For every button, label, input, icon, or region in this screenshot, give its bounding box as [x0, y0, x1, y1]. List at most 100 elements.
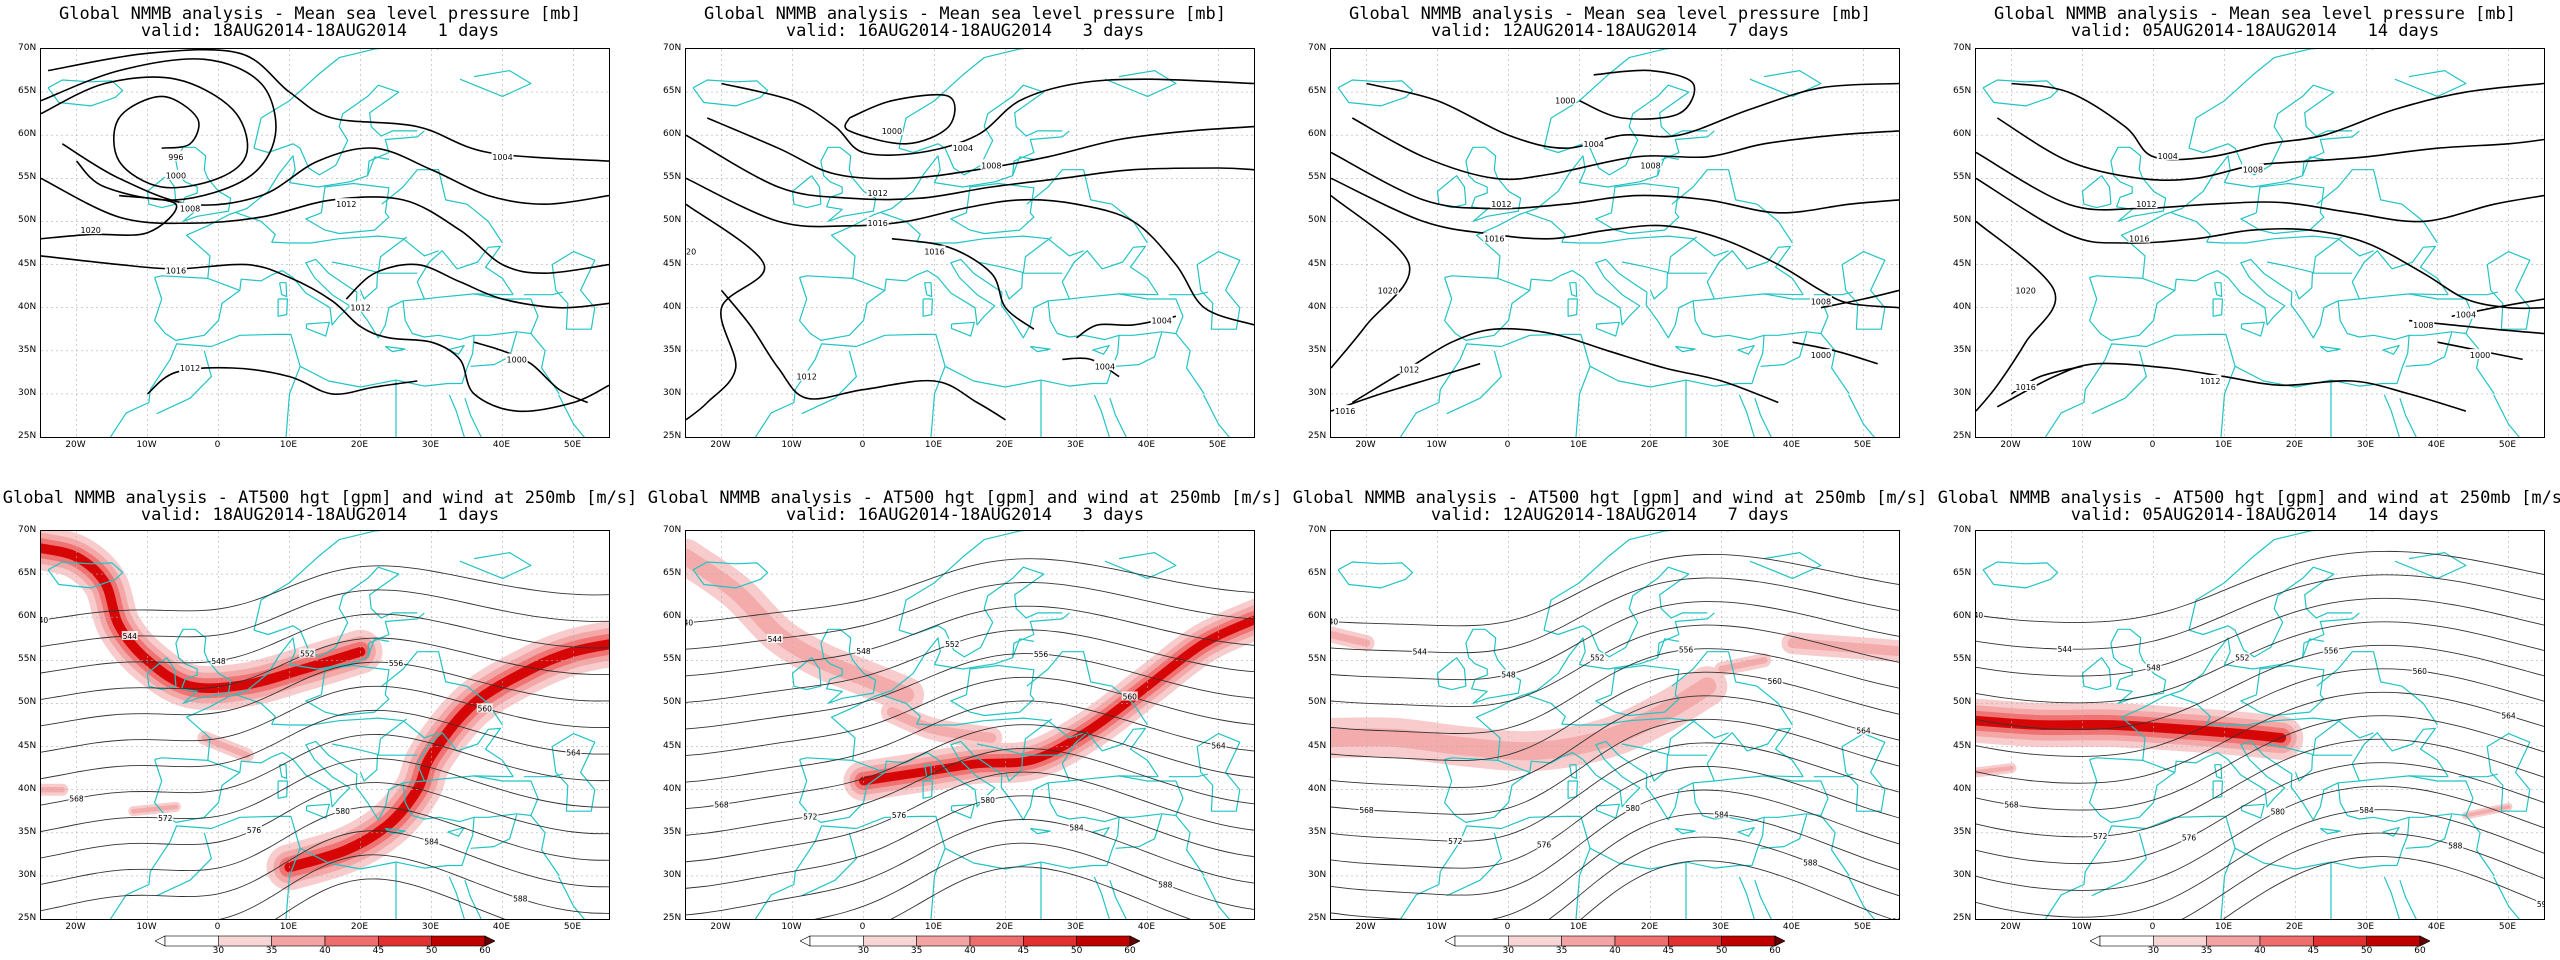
longitude-label: 50E	[2498, 922, 2517, 932]
coastline	[384, 827, 406, 835]
isobar	[1366, 82, 1899, 150]
coastline	[558, 876, 586, 919]
height-label: 572	[803, 812, 818, 821]
latitude-label: 55N	[663, 172, 682, 183]
isobar-label-bg	[179, 202, 202, 213]
height-label-bg	[423, 836, 440, 846]
map-canvas: 1004 1008 1012 1016 1020 1012 1016 1008 1000 1004	[1976, 49, 2544, 437]
coastline	[1848, 394, 1876, 437]
panel-title-line1: Global NMMB analysis - Mean sea level pr…	[704, 4, 1226, 24]
longitude-label: 10W	[1426, 440, 1447, 450]
latitude-label: 35N	[1953, 344, 1972, 355]
height-contour	[1580, 860, 1893, 919]
coastline	[1667, 236, 1708, 274]
height-label: 540	[1331, 617, 1338, 626]
latitude-label: 25N	[1953, 913, 1972, 923]
longitude-label: 50E	[563, 922, 582, 932]
longitude-label: 40E	[1137, 922, 1156, 932]
latitude-label: 65N	[1953, 568, 1972, 579]
height-wind-panel-3: Global NMMB analysis - AT500 hgt [gpm] a…	[1290, 482, 1930, 960]
isobar-label: 1008	[981, 161, 1001, 170]
coastline	[1595, 321, 1620, 337]
longitude-label: 0	[214, 440, 221, 450]
latitude-label: 30N	[1308, 869, 1327, 880]
colorbar-label: 40	[1609, 946, 1621, 956]
height-label: 568	[714, 801, 729, 810]
coastline	[884, 740, 1159, 821]
colorbar-low-arrow	[2089, 935, 2101, 947]
latitude-label: 50N	[18, 697, 37, 708]
wind-colorbar: 30 35 40 45 50 60	[1444, 934, 1786, 958]
latitude-label: 40N	[18, 301, 37, 312]
height-contour	[686, 558, 1254, 624]
coastline	[930, 848, 946, 919]
height-label-bg	[1157, 879, 1174, 889]
height-label-bg	[2234, 652, 2251, 662]
longitude-label: 10W	[2071, 922, 2092, 932]
isobar-label: 1020	[81, 226, 101, 235]
colorbar-label: 60	[2414, 946, 2426, 956]
longitude-label: 30E	[421, 922, 440, 932]
longitude-label: 40E	[2427, 440, 2446, 450]
coastline	[2044, 782, 2410, 919]
coastline	[2220, 848, 2236, 919]
coastline	[1674, 345, 1696, 353]
height-contour	[890, 866, 1191, 919]
height-label: 564	[1211, 742, 1226, 751]
coastline	[1465, 146, 1522, 222]
coastline	[253, 84, 418, 176]
colorbar-segment	[863, 935, 917, 947]
height-label-bg	[766, 633, 783, 643]
height-contour	[1331, 601, 1899, 681]
latitude-label: 30N	[1953, 869, 1972, 880]
isobar-label-bg	[2241, 163, 2264, 174]
height-contour	[1976, 809, 2544, 918]
height-label: 588	[1158, 880, 1173, 889]
isobar-label-bg	[1483, 232, 1506, 243]
latitude-label: 65N	[1308, 86, 1327, 97]
latitude-label: 65N	[1308, 568, 1327, 579]
coastline	[381, 169, 504, 244]
coastline	[470, 332, 518, 367]
longitude-label: 20E	[350, 440, 369, 450]
latitude-label: 50N	[18, 215, 37, 226]
colorbar-label: 45	[1662, 946, 1675, 956]
mslp-panel-1: Global NMMB analysis - Mean sea level pr…	[0, 0, 640, 440]
isobar-label: 1020	[2016, 286, 2036, 295]
coastline	[884, 258, 1159, 339]
longitude-label: 50E	[1208, 440, 1227, 450]
colorbar-segment	[1023, 935, 1077, 947]
coastline	[47, 561, 124, 589]
isobar-label: 1012	[797, 373, 817, 382]
coastline	[881, 212, 1084, 257]
coastline	[1118, 293, 1184, 336]
coastline	[285, 848, 301, 919]
isobar-label: 1000	[507, 355, 527, 364]
longitude-label: 10W	[1426, 922, 1447, 932]
coastline	[950, 803, 975, 819]
height-label-bg	[299, 648, 316, 658]
coastline	[2188, 531, 2374, 631]
isobar-label-bg	[1376, 284, 1399, 295]
coastline	[1706, 727, 1804, 782]
height-label: 564	[1856, 727, 1871, 736]
height-label-bg	[2447, 840, 2464, 850]
colorbar-segment	[271, 935, 326, 947]
height-contour	[1976, 785, 2544, 891]
coastline	[898, 531, 1084, 631]
coastline	[950, 321, 975, 337]
coastline	[464, 880, 482, 919]
height-contour	[1976, 738, 2544, 838]
height-label: 548	[856, 647, 871, 656]
isobar-label-bg	[335, 198, 358, 209]
coastline	[1754, 880, 1772, 919]
longitude-label: 30E	[1711, 440, 1730, 450]
coastline	[1749, 552, 1822, 579]
coastline	[1543, 566, 1708, 658]
coastline	[146, 175, 177, 209]
coastline	[2212, 298, 2223, 317]
height-label-bg	[334, 805, 351, 815]
coastline	[459, 552, 532, 579]
height-contour	[41, 565, 609, 621]
height-contour	[1976, 621, 2544, 704]
